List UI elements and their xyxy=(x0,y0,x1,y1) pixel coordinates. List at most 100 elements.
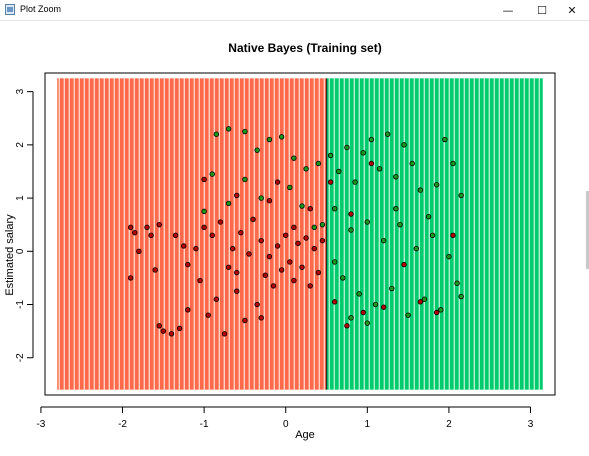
data-point-class-0 xyxy=(311,245,317,252)
x-tick-label: 0 xyxy=(283,419,289,430)
data-point-class-0 xyxy=(433,309,440,316)
close-button[interactable]: ✕ xyxy=(567,3,577,17)
y-tick-label: 2 xyxy=(15,142,26,148)
data-point-class-0 xyxy=(360,309,366,316)
data-point-class-1 xyxy=(389,285,395,292)
data-point-class-1 xyxy=(376,166,383,172)
naive-bayes-chart: Native Bayes (Training set) -3 -2 -1 0 1 2 3 -… xyxy=(4,41,556,441)
data-point-class-1 xyxy=(352,179,358,185)
decision-region-class-0 xyxy=(57,78,327,390)
data-point-class-0 xyxy=(258,315,264,321)
data-point-class-1 xyxy=(344,144,350,151)
data-point-class-1 xyxy=(225,126,232,132)
data-point-class-1 xyxy=(413,245,419,252)
data-point-class-0 xyxy=(197,277,203,284)
data-point-class-0 xyxy=(201,176,207,183)
data-point-class-0 xyxy=(176,325,183,332)
data-point-class-0 xyxy=(278,267,285,273)
x-axis: -3 -2 -1 0 1 2 3 xyxy=(36,406,534,430)
data-point-class-0 xyxy=(380,304,387,310)
data-point-class-0 xyxy=(238,229,244,236)
y-tick-label: 3 xyxy=(15,88,26,94)
data-point-class-0 xyxy=(168,331,175,337)
chart-title: Native Bayes (Training set) xyxy=(228,41,381,55)
data-point-class-1 xyxy=(409,160,415,167)
data-point-class-0 xyxy=(201,224,207,231)
data-point-class-0 xyxy=(185,261,191,268)
data-point-class-0 xyxy=(127,224,134,231)
data-point-class-0 xyxy=(254,301,260,308)
data-point-class-1 xyxy=(299,203,305,209)
data-point-class-1 xyxy=(242,128,248,135)
x-tick-label: -2 xyxy=(118,419,127,430)
data-point-class-0 xyxy=(274,243,281,249)
x-axis-label: Age xyxy=(295,429,315,441)
data-point-class-0 xyxy=(295,240,301,247)
data-point-class-0 xyxy=(185,307,191,313)
data-point-class-0 xyxy=(266,253,273,260)
y-axis-label: Estimated salary xyxy=(4,214,16,296)
x-tick-label: 1 xyxy=(365,419,371,430)
data-point-class-0 xyxy=(250,216,256,223)
y-axis: -2 -1 0 1 2 3 xyxy=(15,88,34,362)
data-point-class-0 xyxy=(234,269,240,276)
data-point-class-0 xyxy=(160,328,167,334)
data-point-class-0 xyxy=(344,323,350,329)
data-point-class-0 xyxy=(327,179,334,185)
data-point-class-0 xyxy=(127,275,134,281)
data-point-class-0 xyxy=(291,224,297,231)
data-point-class-1 xyxy=(372,301,379,308)
data-point-class-1 xyxy=(364,219,371,225)
data-point-class-0 xyxy=(307,283,313,289)
data-point-class-1 xyxy=(458,293,464,300)
data-point-class-1 xyxy=(319,221,326,228)
data-point-class-1 xyxy=(348,315,354,321)
maximize-button[interactable]: ☐ xyxy=(537,3,547,17)
data-point-class-0 xyxy=(348,211,354,217)
x-tick-label: 2 xyxy=(446,419,452,430)
data-point-class-1 xyxy=(327,152,334,159)
data-point-class-0 xyxy=(152,267,158,273)
data-point-class-0 xyxy=(299,264,305,270)
data-point-class-1 xyxy=(340,275,346,281)
data-point-class-0 xyxy=(213,296,220,302)
data-point-class-1 xyxy=(311,224,317,231)
data-point-class-1 xyxy=(425,214,432,220)
data-point-class-0 xyxy=(225,264,232,270)
data-point-class-1 xyxy=(429,232,436,239)
data-point-class-1 xyxy=(254,147,260,153)
data-point-class-0 xyxy=(266,198,273,204)
data-point-class-1 xyxy=(336,168,342,175)
plot-area: Native Bayes (Training set) -3 -2 -1 0 1 2 3 -… xyxy=(0,21,589,451)
app-icon xyxy=(5,4,15,15)
data-point-class-1 xyxy=(242,176,248,183)
decision-regions xyxy=(57,78,543,390)
y-tick-label: 1 xyxy=(15,195,26,201)
data-point-class-1 xyxy=(278,134,285,140)
data-point-class-0 xyxy=(283,232,289,239)
data-point-class-0 xyxy=(132,229,138,236)
data-point-class-1 xyxy=(433,182,440,188)
data-point-class-1 xyxy=(405,312,411,318)
title-bar[interactable]: Plot Zoom — ☐ ✕ xyxy=(0,0,589,21)
data-point-class-1 xyxy=(438,307,444,313)
data-point-class-1 xyxy=(360,150,366,156)
data-point-class-1 xyxy=(331,259,338,265)
data-point-class-0 xyxy=(417,299,424,305)
data-point-class-1 xyxy=(446,253,452,260)
data-point-class-0 xyxy=(234,192,240,199)
data-point-class-0 xyxy=(205,312,211,318)
data-point-class-1 xyxy=(315,160,322,167)
data-point-class-0 xyxy=(287,259,293,265)
data-point-class-0 xyxy=(270,283,277,289)
x-tick-label: -1 xyxy=(200,419,209,430)
minimize-button[interactable]: — xyxy=(502,3,514,17)
data-point-class-1 xyxy=(393,206,399,212)
x-tick-label: 3 xyxy=(528,419,534,430)
data-point-class-1 xyxy=(385,131,391,137)
data-point-class-1 xyxy=(303,166,309,172)
data-point-class-1 xyxy=(380,237,387,244)
y-tick-label: -1 xyxy=(15,300,26,309)
data-point-class-0 xyxy=(401,261,407,268)
